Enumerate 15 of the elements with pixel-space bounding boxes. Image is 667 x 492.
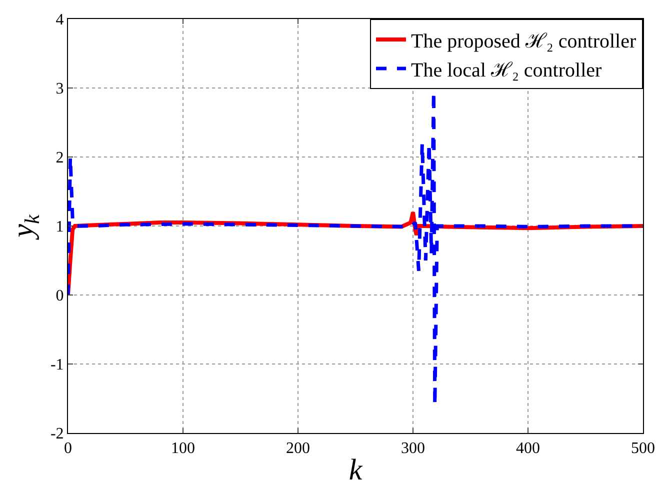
y-tick-label: -2 (50, 426, 64, 443)
y-tick-label: 4 (56, 12, 64, 29)
x-tick-label: 300 (401, 440, 425, 458)
x-axis-title: k (348, 454, 363, 487)
legend-label: The local ℋ₂ controller (411, 59, 602, 82)
x-tick-label: 500 (631, 440, 655, 458)
y-tick-label: 0 (56, 288, 64, 305)
y-tick-label: 1 (56, 218, 64, 236)
legend-label: The proposed ℋ₂ controller (411, 30, 636, 52)
y-tick-label: 2 (56, 150, 64, 167)
y-tick-label: -1 (50, 356, 64, 374)
y-tick-label: 3 (56, 80, 64, 98)
x-tick-label: 100 (171, 440, 195, 458)
x-tick-label: 200 (286, 440, 310, 458)
x-tick-label: 400 (516, 440, 540, 458)
